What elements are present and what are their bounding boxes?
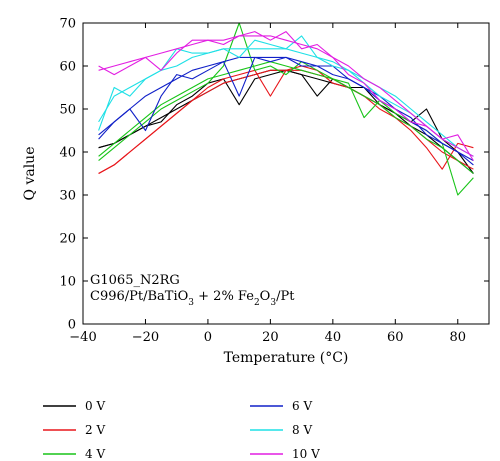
legend-label: 0 V	[85, 399, 105, 413]
annotation-part: C996/Pt/BaTiO	[90, 289, 188, 304]
plot-frame	[82, 22, 490, 325]
y-axis-label: Q value	[22, 147, 38, 201]
annotation-stack: C996/Pt/BaTiO3 + 2% Fe2O3/Pt	[90, 289, 295, 308]
annotation-part: O	[260, 289, 271, 304]
series-line-10v-raw	[98, 31, 474, 161]
y-tick-label: 60	[59, 60, 76, 75]
annotation-part: /Pt	[276, 289, 295, 304]
x-axis-label: Temperature (°C)	[224, 350, 349, 366]
legend-label: 10 V	[292, 447, 320, 461]
y-tick-label: 70	[59, 17, 76, 32]
y-tick-label: 20	[59, 232, 76, 247]
x-tick-label: −40	[69, 330, 96, 345]
series-line-4v-smooth	[98, 61, 474, 174]
legend: 0 V 2 V 4 V 6 V 8 V 10 V	[43, 399, 320, 461]
legend-label: 2 V	[85, 423, 105, 437]
series-line-10v-smooth	[98, 35, 474, 157]
y-tick-label: 40	[59, 146, 76, 161]
legend-label: 4 V	[85, 447, 105, 461]
series-line-0v-smooth	[98, 69, 474, 174]
x-tick-label: 60	[387, 330, 404, 345]
series-line-2v-raw	[98, 65, 474, 174]
y-tick-label: 0	[68, 318, 76, 333]
series-line-0v-raw	[98, 69, 474, 174]
series-layer	[98, 22, 474, 196]
y-tick-label: 30	[59, 189, 76, 204]
ticks-layer: −40 −20 0 20 40 60 80 0 10 20 30 40 50 60 70	[59, 17, 489, 345]
x-tick-label: 80	[449, 330, 466, 345]
annotation-subscript: 3	[188, 298, 194, 308]
x-tick-label: 0	[204, 330, 212, 345]
annotation-subscript: 2	[254, 298, 260, 308]
x-tick-label: −20	[132, 330, 159, 345]
y-tick-label: 10	[59, 275, 76, 290]
x-tick-label: 40	[325, 330, 342, 345]
annotation-subscript: 3	[270, 298, 276, 308]
legend-label: 8 V	[292, 423, 312, 437]
legend-label: 6 V	[292, 399, 312, 413]
series-line-2v-smooth	[98, 69, 474, 174]
x-tick-label: 20	[262, 330, 279, 345]
y-tick-label: 50	[59, 103, 76, 118]
annotation-sample-id: G1065_N2RG	[90, 273, 180, 288]
annotation-part: + 2% Fe	[194, 289, 254, 304]
